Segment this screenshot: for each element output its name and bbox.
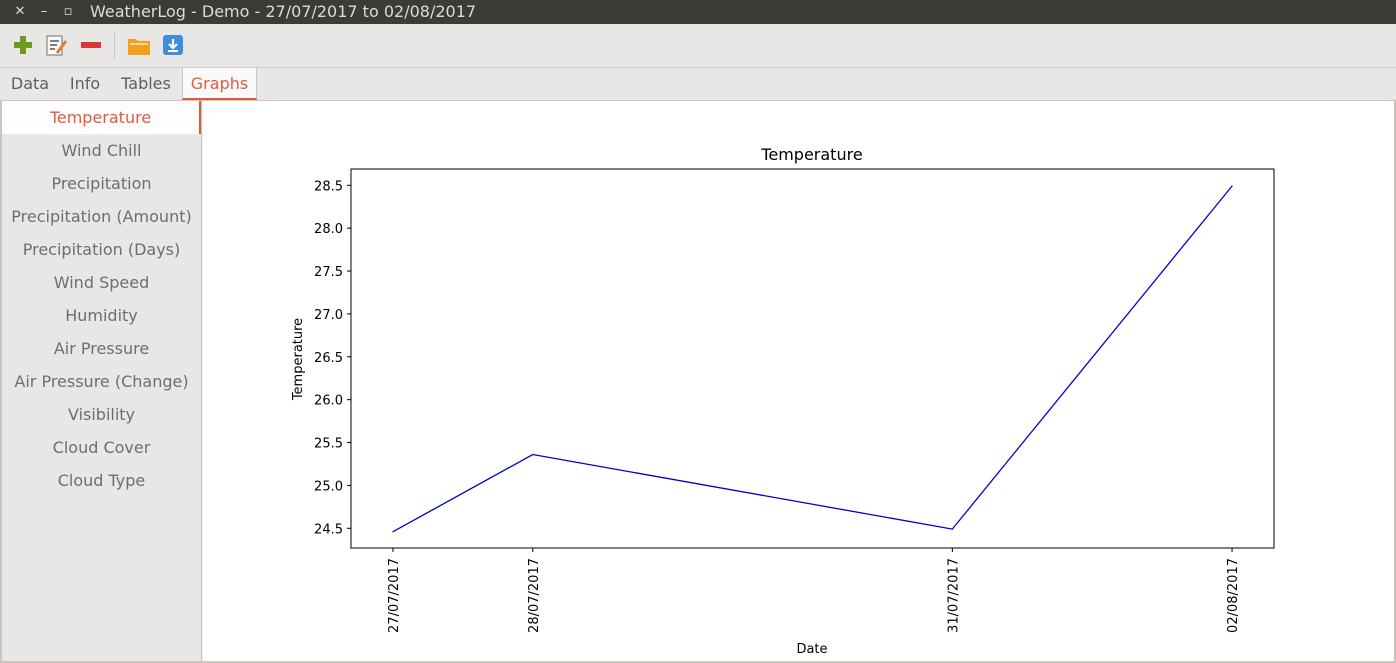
frame-border-right (1394, 100, 1396, 663)
y-tick-label: 28.0 (314, 222, 343, 237)
folder-icon[interactable] (126, 32, 152, 58)
x-tick-label: 27/07/2017 (387, 558, 402, 633)
title-bar: ✕ – ▫ WeatherLog - Demo - 27/07/2017 to … (0, 0, 1396, 24)
sidebar-item-air-pressure-change[interactable]: Air Pressure (Change) (14, 372, 189, 391)
minimize-icon[interactable]: – (40, 4, 48, 19)
sidebar-item-wind-chill[interactable]: Wind Chill (61, 141, 142, 160)
tab-graphs[interactable]: Graphs (182, 68, 257, 100)
y-tick-label: 27.0 (314, 308, 343, 323)
y-tick-label: 26.0 (314, 394, 343, 409)
frame-border-left (0, 100, 2, 663)
x-tick-label: 02/08/2017 (1226, 558, 1241, 633)
sidebar-item-humidity[interactable]: Humidity (65, 306, 138, 325)
toolbar-separator (114, 32, 115, 59)
data-point (1231, 185, 1233, 187)
sidebar-item-air-pressure[interactable]: Air Pressure (53, 339, 150, 358)
sidebar-item-temperature[interactable]: Temperature (2, 101, 201, 134)
y-tick-label: 28.5 (314, 179, 343, 194)
sidebar-item-precipitation-days[interactable]: Precipitation (Days) (22, 240, 181, 259)
data-point (532, 453, 534, 456)
tab-bar: Data Info Tables Graphs (0, 68, 1396, 101)
sidebar-item-precipitation-amount[interactable]: Precipitation (Amount) (11, 207, 192, 226)
frame-border-bottom (0, 661, 1396, 663)
y-tick-label: 25.5 (314, 437, 343, 452)
sidebar-item-cloud-cover[interactable]: Cloud Cover (52, 438, 151, 457)
remove-icon[interactable] (78, 32, 104, 58)
graph-panel: Temperature Date Temperature 24.5 25.0 25.… (203, 101, 1394, 661)
edit-icon[interactable] (44, 32, 70, 58)
y-tick-label: 27.5 (314, 265, 343, 280)
maximize-icon[interactable]: ▫ (63, 4, 73, 19)
sidebar-item-cloud-type[interactable]: Cloud Type (57, 471, 146, 490)
y-tick-label: 26.5 (314, 351, 343, 366)
data-point (392, 531, 394, 533)
add-icon[interactable] (10, 32, 36, 58)
close-icon[interactable]: ✕ (14, 4, 26, 19)
y-axis-label: Temperature (291, 318, 306, 401)
plot-area (350, 168, 1275, 549)
y-tick-label: 24.5 (314, 522, 343, 537)
download-icon[interactable] (160, 32, 186, 58)
tab-data[interactable]: Data (10, 74, 50, 93)
data-point (951, 528, 953, 530)
sidebar-item-wind-speed[interactable]: Wind Speed (53, 273, 150, 292)
x-axis-label: Date (796, 642, 827, 657)
x-tick-label: 28/07/2017 (527, 558, 542, 633)
toolbar (0, 24, 1396, 68)
temperature-chart: Temperature Date Temperature 24.5 25.0 25.… (291, 145, 1275, 657)
y-tick-label: 25.0 (314, 479, 343, 494)
tab-tables[interactable]: Tables (121, 74, 171, 93)
x-tick-label: 31/07/2017 (946, 558, 961, 633)
chart-title: Temperature (760, 145, 862, 164)
series-line (392, 185, 1233, 533)
sidebar-item-visibility[interactable]: Visibility (67, 405, 136, 424)
window-title: WeatherLog - Demo - 27/07/2017 to 02/08/… (90, 2, 477, 21)
sidebar-item-precipitation[interactable]: Precipitation (51, 174, 152, 193)
graph-type-list: Temperature Wind Chill Precipitation Pre… (2, 101, 202, 661)
tab-info[interactable]: Info (69, 74, 101, 93)
